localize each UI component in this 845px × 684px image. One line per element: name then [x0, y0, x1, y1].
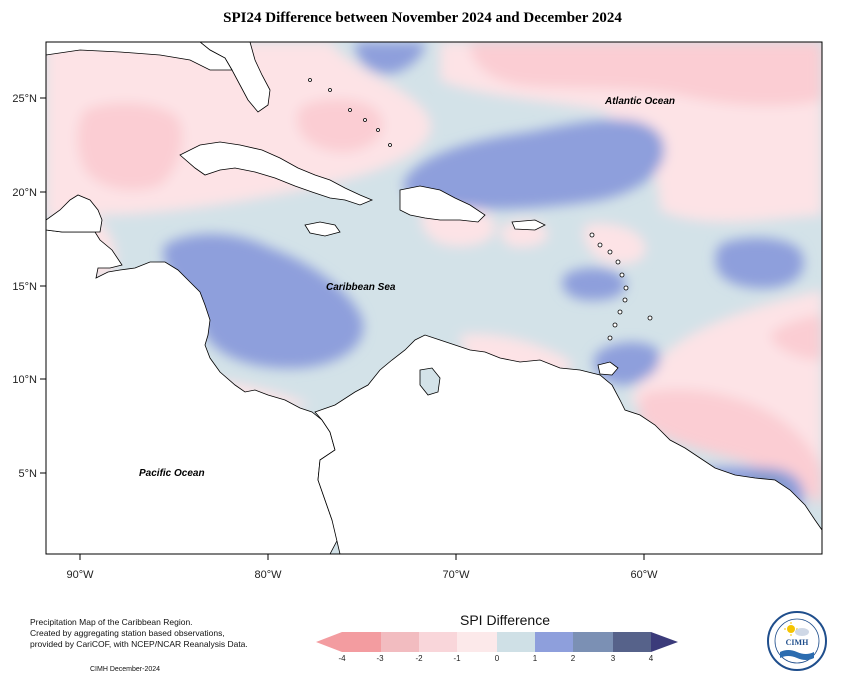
spi-pos-zone-caribbean	[163, 234, 364, 369]
notes-block: Precipitation Map of the Caribbean Regio…	[30, 617, 248, 650]
label-atlantic-ocean: Atlantic Ocean	[604, 96, 675, 107]
legend-swatch-8	[613, 632, 651, 652]
spi-pos-zone-atlantic	[403, 119, 665, 210]
legend-tick-m1: -1	[453, 654, 461, 663]
credit-text: CIMH December-2024	[90, 666, 161, 673]
spi-neg-zone-antilles	[583, 223, 646, 265]
spi-pos-zone-leewards	[562, 268, 626, 301]
note-line-3: provided by CariCOF, with NCEP/NCAR Rean…	[30, 639, 248, 649]
lat-tick-25: 25°N	[12, 93, 37, 105]
spi-neg2-zone-gulf	[77, 103, 183, 190]
lon-axis: 90°W 80°W 70°W 60°W	[66, 554, 658, 581]
land-south-america	[314, 334, 822, 554]
land-trinidad	[597, 361, 619, 376]
legend-tick-0: 0	[495, 654, 500, 663]
legend-tick-2: 2	[571, 654, 576, 663]
spi-pos-zone-east	[715, 238, 804, 289]
land-puerto-rico	[511, 219, 546, 231]
legend-swatch-5	[497, 632, 535, 652]
cimh-logo-icon: CIMH	[767, 611, 827, 671]
lon-tick-90: 90°W	[66, 569, 94, 581]
lon-tick-70: 70°W	[442, 569, 470, 581]
map-title: SPI24 Difference between November 2024 a…	[223, 10, 622, 26]
spi-pos-zone-bahamas-north	[355, 42, 425, 74]
land-jamaica	[304, 221, 341, 237]
legend-tick-4: 4	[649, 654, 654, 663]
legend-swatch-7	[573, 632, 613, 652]
land-hispaniola	[399, 185, 486, 223]
legend-tick-3: 3	[611, 654, 616, 663]
logo-text: CIMH	[786, 638, 809, 647]
spi-neg2-zone-bahamas	[297, 99, 383, 152]
legend-bar: -4 -3 -2 -1 0 1 2 3 4	[316, 632, 678, 663]
legend-arrow-right	[651, 632, 678, 652]
legend-swatch-4	[457, 632, 497, 652]
label-pacific-ocean: Pacific Ocean	[139, 468, 205, 479]
map-frame	[45, 41, 823, 555]
legend-arrow-left	[316, 632, 342, 652]
legend-swatch-2	[381, 632, 419, 652]
legend-tick-m2: -2	[415, 654, 423, 663]
legend-tick-1: 1	[533, 654, 538, 663]
lat-tick-20: 20°N	[12, 187, 37, 199]
label-caribbean-sea: Caribbean Sea	[326, 282, 396, 293]
lon-tick-80: 80°W	[254, 569, 282, 581]
spi-neg2-zone-atlantic	[470, 42, 822, 106]
lat-tick-5: 5°N	[19, 468, 38, 480]
land-yucatan-north	[46, 194, 103, 233]
lesser-antilles	[308, 78, 653, 341]
legend-tick-m3: -3	[376, 654, 384, 663]
legend-swatch-1	[342, 632, 381, 652]
lake-maracaibo	[419, 367, 441, 396]
land-cuba	[179, 141, 374, 206]
spi-neg2-zone-east	[770, 315, 822, 360]
legend-swatch-6	[535, 632, 573, 652]
lat-axis: 25°N 20°N 15°N 10°N 5°N	[12, 93, 46, 480]
lon-tick-60: 60°W	[630, 569, 658, 581]
spi-field: Atlantic Ocean Caribbean Sea Pacific Oce…	[46, 42, 822, 554]
note-line-1: Precipitation Map of the Caribbean Regio…	[30, 617, 193, 627]
lat-tick-15: 15°N	[12, 281, 37, 293]
land-masses	[46, 42, 822, 554]
legend-swatch-3	[419, 632, 457, 652]
legend-tick-m4: -4	[338, 654, 346, 663]
land-gulf-coast	[46, 42, 233, 71]
note-line-2: Created by aggregating station based obs…	[30, 628, 225, 638]
legend-title: SPI Difference	[460, 612, 551, 628]
lat-tick-10: 10°N	[12, 374, 37, 386]
